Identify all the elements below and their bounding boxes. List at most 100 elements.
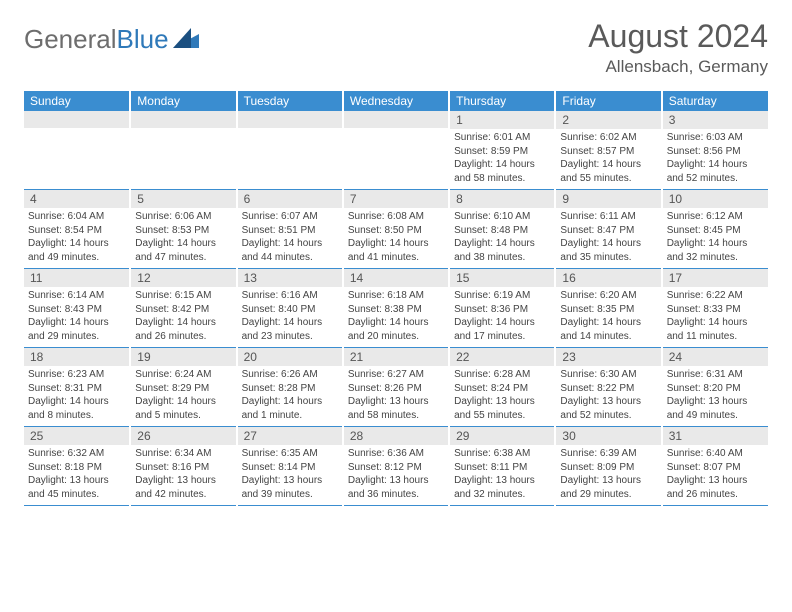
daylight-line: Daylight: 14 hours and 1 minute.	[242, 395, 338, 422]
sunset-line: Sunset: 8:28 PM	[242, 382, 338, 396]
calendar-day-cell: 1Sunrise: 6:01 AMSunset: 8:59 PMDaylight…	[449, 111, 555, 190]
calendar-day-cell: 22Sunrise: 6:28 AMSunset: 8:24 PMDayligh…	[449, 348, 555, 427]
daylight-line: Daylight: 14 hours and 29 minutes.	[28, 316, 125, 343]
calendar-day-cell: 9Sunrise: 6:11 AMSunset: 8:47 PMDaylight…	[555, 190, 661, 269]
day-number: 16	[556, 269, 660, 287]
day-number: 15	[450, 269, 554, 287]
calendar-day-cell: 12Sunrise: 6:15 AMSunset: 8:42 PMDayligh…	[130, 269, 236, 348]
day-number: 4	[24, 190, 129, 208]
calendar-day-cell: 31Sunrise: 6:40 AMSunset: 8:07 PMDayligh…	[662, 427, 768, 506]
calendar-week-row: 18Sunrise: 6:23 AMSunset: 8:31 PMDayligh…	[24, 348, 768, 427]
title-block: August 2024 Allensbach, Germany	[588, 18, 768, 77]
day-info: Sunrise: 6:39 AMSunset: 8:09 PMDaylight:…	[556, 445, 660, 505]
day-info: Sunrise: 6:31 AMSunset: 8:20 PMDaylight:…	[663, 366, 768, 426]
weekday-header-row: Sunday Monday Tuesday Wednesday Thursday…	[24, 91, 768, 111]
sunrise-line: Sunrise: 6:39 AM	[560, 447, 656, 461]
day-number: 11	[24, 269, 129, 287]
title-location: Allensbach, Germany	[588, 57, 768, 77]
calendar-page: GeneralBlue August 2024 Allensbach, Germ…	[0, 0, 792, 506]
day-info: Sunrise: 6:08 AMSunset: 8:50 PMDaylight:…	[344, 208, 448, 268]
sunset-line: Sunset: 8:59 PM	[454, 145, 550, 159]
sunrise-line: Sunrise: 6:15 AM	[135, 289, 231, 303]
sunrise-line: Sunrise: 6:16 AM	[242, 289, 338, 303]
sunrise-line: Sunrise: 6:03 AM	[667, 131, 764, 145]
sunrise-line: Sunrise: 6:38 AM	[454, 447, 550, 461]
calendar-day-cell: 14Sunrise: 6:18 AMSunset: 8:38 PMDayligh…	[343, 269, 449, 348]
day-info: Sunrise: 6:36 AMSunset: 8:12 PMDaylight:…	[344, 445, 448, 505]
day-info: Sunrise: 6:23 AMSunset: 8:31 PMDaylight:…	[24, 366, 129, 426]
day-info: Sunrise: 6:14 AMSunset: 8:43 PMDaylight:…	[24, 287, 129, 347]
day-info: Sunrise: 6:18 AMSunset: 8:38 PMDaylight:…	[344, 287, 448, 347]
calendar-week-row: 1Sunrise: 6:01 AMSunset: 8:59 PMDaylight…	[24, 111, 768, 190]
sunrise-line: Sunrise: 6:22 AM	[667, 289, 764, 303]
brand-logo: GeneralBlue	[24, 18, 199, 55]
sunset-line: Sunset: 8:38 PM	[348, 303, 444, 317]
sunset-line: Sunset: 8:14 PM	[242, 461, 338, 475]
calendar-day-cell: 7Sunrise: 6:08 AMSunset: 8:50 PMDaylight…	[343, 190, 449, 269]
calendar-week-row: 25Sunrise: 6:32 AMSunset: 8:18 PMDayligh…	[24, 427, 768, 506]
daylight-line: Daylight: 13 hours and 55 minutes.	[454, 395, 550, 422]
calendar-day-cell: 2Sunrise: 6:02 AMSunset: 8:57 PMDaylight…	[555, 111, 661, 190]
calendar-day-cell: 30Sunrise: 6:39 AMSunset: 8:09 PMDayligh…	[555, 427, 661, 506]
day-info: Sunrise: 6:20 AMSunset: 8:35 PMDaylight:…	[556, 287, 660, 347]
day-number: 27	[238, 427, 342, 445]
calendar-day-cell: 13Sunrise: 6:16 AMSunset: 8:40 PMDayligh…	[237, 269, 343, 348]
weekday-header: Sunday	[24, 91, 130, 111]
day-number: 13	[238, 269, 342, 287]
daylight-line: Daylight: 14 hours and 49 minutes.	[28, 237, 125, 264]
sunrise-line: Sunrise: 6:06 AM	[135, 210, 231, 224]
day-number: 18	[24, 348, 129, 366]
day-info: Sunrise: 6:19 AMSunset: 8:36 PMDaylight:…	[450, 287, 554, 347]
day-number: 5	[131, 190, 235, 208]
day-number	[344, 111, 448, 128]
calendar-day-cell: 8Sunrise: 6:10 AMSunset: 8:48 PMDaylight…	[449, 190, 555, 269]
daylight-line: Daylight: 13 hours and 26 minutes.	[667, 474, 764, 501]
sunrise-line: Sunrise: 6:36 AM	[348, 447, 444, 461]
daylight-line: Daylight: 14 hours and 11 minutes.	[667, 316, 764, 343]
daylight-line: Daylight: 13 hours and 45 minutes.	[28, 474, 125, 501]
daylight-line: Daylight: 14 hours and 26 minutes.	[135, 316, 231, 343]
daylight-line: Daylight: 14 hours and 55 minutes.	[560, 158, 656, 185]
daylight-line: Daylight: 14 hours and 20 minutes.	[348, 316, 444, 343]
day-number: 1	[450, 111, 554, 129]
sunset-line: Sunset: 8:53 PM	[135, 224, 231, 238]
calendar-week-row: 4Sunrise: 6:04 AMSunset: 8:54 PMDaylight…	[24, 190, 768, 269]
day-number: 26	[131, 427, 235, 445]
day-info: Sunrise: 6:24 AMSunset: 8:29 PMDaylight:…	[131, 366, 235, 426]
sunrise-line: Sunrise: 6:18 AM	[348, 289, 444, 303]
sunrise-line: Sunrise: 6:12 AM	[667, 210, 764, 224]
daylight-line: Daylight: 14 hours and 5 minutes.	[135, 395, 231, 422]
daylight-line: Daylight: 13 hours and 58 minutes.	[348, 395, 444, 422]
day-number	[238, 111, 342, 128]
sunrise-line: Sunrise: 6:08 AM	[348, 210, 444, 224]
sunrise-line: Sunrise: 6:11 AM	[560, 210, 656, 224]
sunrise-line: Sunrise: 6:14 AM	[28, 289, 125, 303]
sunset-line: Sunset: 8:07 PM	[667, 461, 764, 475]
sunset-line: Sunset: 8:11 PM	[454, 461, 550, 475]
day-number: 20	[238, 348, 342, 366]
calendar-day-cell: 25Sunrise: 6:32 AMSunset: 8:18 PMDayligh…	[24, 427, 130, 506]
daylight-line: Daylight: 14 hours and 17 minutes.	[454, 316, 550, 343]
daylight-line: Daylight: 14 hours and 38 minutes.	[454, 237, 550, 264]
calendar-day-cell: 15Sunrise: 6:19 AMSunset: 8:36 PMDayligh…	[449, 269, 555, 348]
sunset-line: Sunset: 8:22 PM	[560, 382, 656, 396]
daylight-line: Daylight: 13 hours and 39 minutes.	[242, 474, 338, 501]
day-info: Sunrise: 6:38 AMSunset: 8:11 PMDaylight:…	[450, 445, 554, 505]
calendar-day-cell: 6Sunrise: 6:07 AMSunset: 8:51 PMDaylight…	[237, 190, 343, 269]
day-info: Sunrise: 6:02 AMSunset: 8:57 PMDaylight:…	[556, 129, 660, 189]
calendar-day-cell: 16Sunrise: 6:20 AMSunset: 8:35 PMDayligh…	[555, 269, 661, 348]
calendar-day-cell	[24, 111, 130, 190]
sunset-line: Sunset: 8:16 PM	[135, 461, 231, 475]
day-info: Sunrise: 6:12 AMSunset: 8:45 PMDaylight:…	[663, 208, 768, 268]
sunrise-line: Sunrise: 6:02 AM	[560, 131, 656, 145]
weekday-header: Tuesday	[237, 91, 343, 111]
sunset-line: Sunset: 8:26 PM	[348, 382, 444, 396]
sunset-line: Sunset: 8:35 PM	[560, 303, 656, 317]
calendar-day-cell: 11Sunrise: 6:14 AMSunset: 8:43 PMDayligh…	[24, 269, 130, 348]
sunset-line: Sunset: 8:20 PM	[667, 382, 764, 396]
sunrise-line: Sunrise: 6:31 AM	[667, 368, 764, 382]
calendar-day-cell: 29Sunrise: 6:38 AMSunset: 8:11 PMDayligh…	[449, 427, 555, 506]
day-info: Sunrise: 6:32 AMSunset: 8:18 PMDaylight:…	[24, 445, 129, 505]
daylight-line: Daylight: 14 hours and 47 minutes.	[135, 237, 231, 264]
page-header: GeneralBlue August 2024 Allensbach, Germ…	[24, 18, 768, 77]
